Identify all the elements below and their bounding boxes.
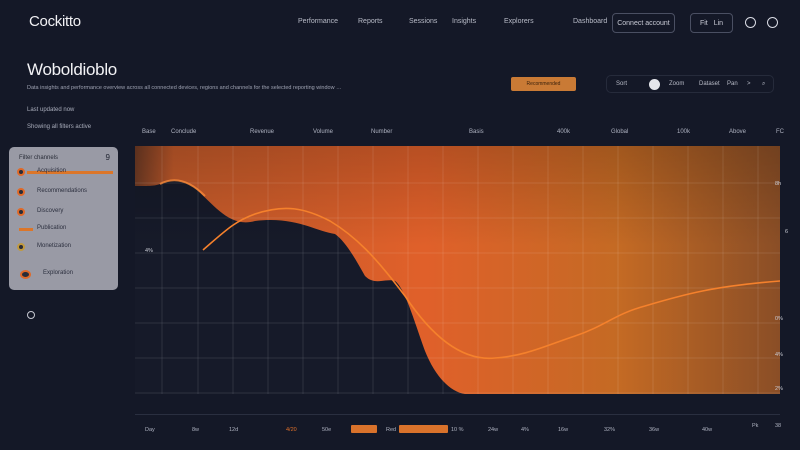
recommended-button[interactable]: Recommended	[511, 77, 576, 91]
x-tick: 40w	[702, 427, 713, 433]
filter-label: Acquisition	[37, 168, 67, 174]
filter-item-recommendations[interactable]: Recommendations	[17, 187, 113, 197]
filter-item-publication[interactable]: Publication	[17, 224, 113, 234]
x-tick: 12d	[229, 427, 239, 433]
col-header: Volume	[313, 129, 334, 135]
filter-item-monetization[interactable]: Monetization	[17, 242, 113, 252]
x-tick: 4%	[521, 427, 529, 433]
filter-label: Monetization	[37, 243, 72, 249]
x-tick: 50e	[322, 427, 332, 433]
channel-icon	[17, 168, 25, 176]
search-icon[interactable]: ⌕	[762, 81, 766, 87]
chart-svg	[135, 146, 780, 394]
channel-icon	[17, 243, 25, 251]
x-tick: Pk	[752, 423, 759, 429]
x-tick: Day	[145, 427, 155, 433]
y-tick-right: 2%	[775, 386, 783, 392]
filter-title: Filter channels	[19, 155, 59, 161]
y-tick-right: 8h	[775, 181, 782, 187]
nav-explorers[interactable]: Explorers	[504, 18, 534, 25]
zoom-button[interactable]: Zoom	[669, 81, 685, 87]
connect-account-button[interactable]: Connect account	[612, 13, 675, 33]
top-bar: Cockitto Performance Reports Sessions In…	[0, 0, 800, 46]
nav-performance[interactable]: Performance	[298, 18, 339, 25]
dataset-button[interactable]: Dataset	[699, 81, 720, 87]
x-tick: 4/20	[286, 427, 297, 433]
x-tick: 36w	[649, 427, 660, 433]
y-tick-right: 0%	[775, 316, 783, 322]
y-tick-right: 4%	[775, 352, 783, 358]
col-header: Base	[142, 129, 156, 135]
x-tick: 24w	[488, 427, 499, 433]
col-header: Number	[371, 129, 393, 135]
page-subtitle: Data insights and performance overview a…	[27, 85, 342, 91]
y-tick-right: 6	[785, 229, 789, 235]
col-header: Conclude	[171, 129, 197, 135]
refresh-icon[interactable]	[27, 311, 35, 319]
x-axis	[135, 414, 780, 415]
x-tick: 8w	[192, 427, 200, 433]
filter-label: Publication	[37, 225, 67, 231]
scale-lin[interactable]: Lin	[713, 19, 724, 27]
filter-label: Recommendations	[37, 188, 88, 194]
channel-icon	[20, 270, 31, 279]
nav-reports[interactable]: Reports	[358, 18, 383, 25]
globe-icon[interactable]	[649, 79, 660, 90]
brand-logo[interactable]: Cockitto	[29, 13, 81, 30]
filter-count-badge: 9	[105, 153, 110, 162]
y-tick-left: 4%	[145, 248, 153, 254]
nav-sessions[interactable]: Sessions	[409, 18, 438, 25]
nav-dashboard[interactable]: Dashboard	[573, 18, 608, 25]
sort-button[interactable]: Sort	[616, 81, 628, 87]
page-title: Woboldioblo	[27, 60, 117, 79]
next-arrow[interactable]: >	[747, 81, 751, 87]
col-header: 100k	[677, 129, 691, 135]
col-header: FC	[776, 129, 784, 135]
col-header: Revenue	[250, 129, 275, 135]
last-updated-label: Last updated now	[27, 107, 75, 113]
col-header: 400k	[557, 129, 571, 135]
area-chart[interactable]	[135, 146, 780, 394]
x-tick: 10 %	[451, 427, 464, 433]
x-tick: Red	[386, 427, 397, 433]
channel-icon	[17, 208, 25, 216]
filter-item-discovery[interactable]: Discovery	[17, 207, 113, 217]
channel-icon	[17, 188, 25, 196]
nav-insights[interactable]: Insights	[452, 18, 477, 25]
settings-icon[interactable]	[745, 17, 756, 28]
scale-toggle[interactable]: Fit Lin	[690, 13, 733, 33]
pan-button[interactable]: Pan	[727, 81, 738, 87]
filter-item-acquisition[interactable]: Acquisition	[17, 167, 113, 177]
col-header: Global	[611, 129, 629, 135]
filter-label: Exploration	[43, 270, 74, 276]
range-selector[interactable]	[399, 425, 448, 433]
col-header: Above	[729, 129, 747, 135]
filter-status-label: Showing all filters active	[27, 124, 92, 130]
chart-toolbar: Sort Zoom Dataset Pan > ⌕	[606, 75, 774, 93]
filter-bar	[27, 171, 113, 174]
range-selector[interactable]	[351, 425, 377, 433]
trend-line	[202, 207, 780, 360]
help-icon[interactable]	[767, 17, 778, 28]
x-tick: 32%	[604, 427, 616, 433]
filter-item-exploration[interactable]: Exploration	[17, 269, 113, 279]
col-header: Basis	[469, 129, 484, 135]
scale-fit[interactable]: Fit	[699, 19, 708, 27]
filter-bar	[19, 228, 33, 231]
x-tick: 38	[775, 423, 782, 429]
filter-panel: Filter channels 9 Acquisition Recommenda…	[9, 147, 118, 290]
x-tick: 16w	[558, 427, 569, 433]
filter-label: Discovery	[37, 208, 64, 214]
